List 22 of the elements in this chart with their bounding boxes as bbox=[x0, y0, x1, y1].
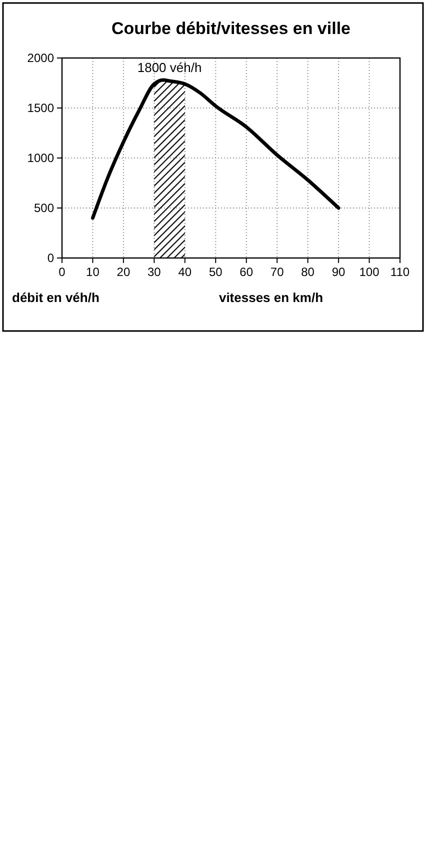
x-tick-label: 20 bbox=[116, 265, 130, 279]
y-tick-label: 1000 bbox=[27, 151, 54, 166]
x-tick-label: 90 bbox=[332, 265, 346, 279]
x-tick-label: 60 bbox=[240, 265, 254, 279]
y-tick-label: 0 bbox=[47, 251, 54, 266]
y-tick-label: 500 bbox=[34, 201, 54, 216]
x-tick-label: 0 bbox=[58, 265, 66, 279]
x-tick-label: 40 bbox=[178, 265, 192, 279]
x-tick-label: 30 bbox=[148, 265, 162, 279]
x-tick-label: 80 bbox=[301, 265, 315, 279]
x-axis-title: vitesses en km/h bbox=[218, 290, 324, 305]
line-series bbox=[90, 78, 340, 220]
x-tick-label: 10 bbox=[86, 265, 100, 279]
y-tick-label: 1500 bbox=[27, 101, 54, 116]
y-tick-label: 2000 bbox=[27, 51, 54, 66]
x-tick-label: 110 bbox=[390, 265, 410, 279]
x-tick-label: 100 bbox=[359, 265, 380, 279]
band-label: 1800 véh/h bbox=[137, 60, 202, 75]
x-tick-label: 70 bbox=[270, 265, 284, 279]
x-tick-label: 50 bbox=[208, 265, 223, 279]
y-axis-title: débit en véh/h bbox=[12, 290, 100, 305]
chart-title: Courbe débit/vitesses en ville bbox=[111, 19, 351, 38]
